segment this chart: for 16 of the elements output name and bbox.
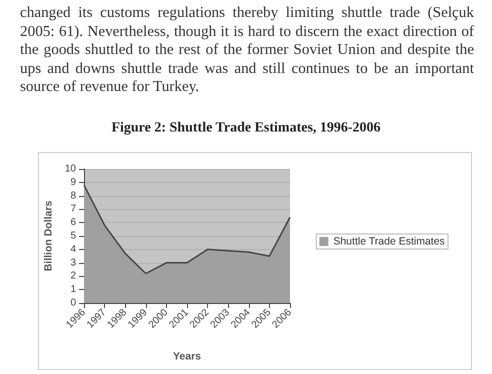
y-tick-label: 3 [70, 257, 76, 268]
y-tick-label: 4 [70, 244, 76, 255]
y-tick-label: 8 [70, 190, 76, 202]
legend-label: Shuttle Trade Estimates [333, 236, 445, 248]
y-tick-label: 1 [70, 284, 76, 296]
y-tick-label: 6 [70, 217, 76, 228]
y-axis-title: Billion Dollars [42, 200, 54, 272]
y-tick-label: 7 [70, 204, 76, 215]
x-axis-title: Years [172, 350, 202, 362]
y-tick-label: 5 [70, 230, 76, 242]
y-tick-label: 10 [64, 164, 76, 174]
text: changed its customs regulations thereby limiting shuttle trade (Selçuk 2005: 61). Nevertheless, though it is hard to discern the exact direction of the goods shuttled to the rest of the former Soviet Union and despite the ups and downs shuttle trade was and still continues to be an important source of revenue for Turkey. [20, 4, 474, 96]
y-tick-label: 9 [70, 176, 76, 188]
y-tick-label: 0 [70, 298, 76, 308]
chart-title: Figure 2: Shuttle Trade Estimates, 1996-2006 [111, 120, 381, 136]
y-tick-label: 2 [70, 270, 76, 282]
